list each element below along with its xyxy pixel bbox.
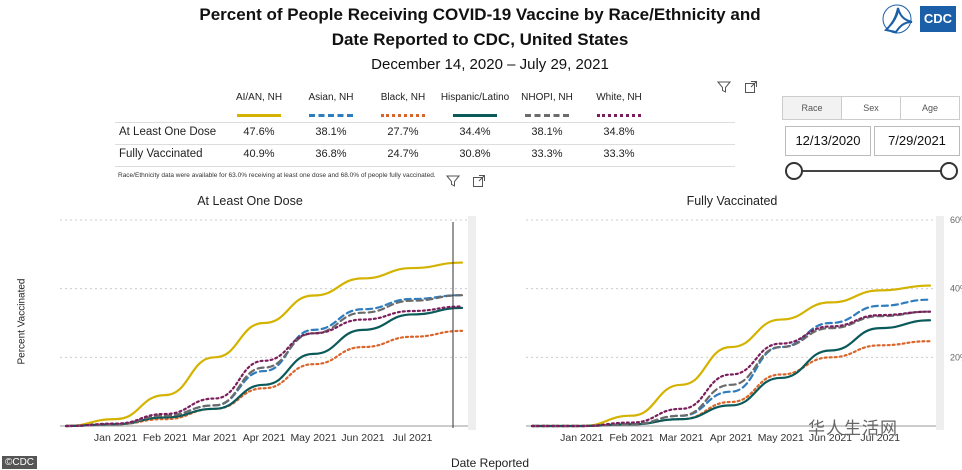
table-cell: 40.9% xyxy=(243,148,275,160)
table-cell: 47.6% xyxy=(243,126,275,138)
x-tick-label: Jun 2021 xyxy=(341,432,384,444)
legend-label: Black, NH xyxy=(380,92,426,103)
table-cell: 33.3% xyxy=(603,148,635,160)
legend-swatch xyxy=(453,114,497,117)
legend-swatch xyxy=(525,114,569,117)
chart-title-dose: At Least One Dose xyxy=(197,194,303,208)
series-line xyxy=(530,319,932,428)
table-row-label: Fully Vaccinated xyxy=(119,148,203,160)
chart-filter-icon[interactable] xyxy=(446,174,460,188)
date-range-subtitle: December 14, 2020 – July 29, 2021 xyxy=(371,56,609,73)
legend-swatch xyxy=(237,114,281,117)
x-tick-label: Jun 2021 xyxy=(809,432,852,444)
tab-race[interactable]: Race xyxy=(783,97,842,119)
chart-focus-mode-icon[interactable] xyxy=(472,174,486,188)
x-tick-label: May 2021 xyxy=(290,432,336,444)
x-tick-label: Feb 2021 xyxy=(609,432,654,444)
table-cell: 34.8% xyxy=(603,126,635,138)
legend-label: AI/AN, NH xyxy=(235,92,283,103)
date-range-slider-track[interactable] xyxy=(794,170,948,172)
table-cell: 38.1% xyxy=(531,126,563,138)
x-tick-label: Mar 2021 xyxy=(659,432,704,444)
chart-title-full: Fully Vaccinated xyxy=(686,194,778,208)
series-line xyxy=(64,329,464,428)
table-row-label: At Least One Dose xyxy=(119,126,217,138)
x-tick-label: Apr 2021 xyxy=(710,432,753,444)
x-axis-label: Date Reported xyxy=(450,456,530,470)
legend-label: Hispanic/Latino xyxy=(440,92,510,103)
hhs-eagle-logo-icon xyxy=(882,4,913,34)
credit-label: ©CDC xyxy=(2,456,38,469)
table-cell: 27.7% xyxy=(387,126,419,138)
legend-label: Asian, NH xyxy=(308,92,354,103)
x-tick-label: Jul 2021 xyxy=(860,432,900,444)
legend-swatch xyxy=(597,114,641,117)
start-date-input[interactable]: 12/13/2020 xyxy=(785,126,871,156)
logo-group: CDC xyxy=(876,2,958,36)
scrollbar xyxy=(468,216,476,430)
summary-table: AI/AN, NH Asian, NH Black, NH Hispanic/Lati… xyxy=(115,88,735,180)
legend-label: White, NH xyxy=(596,92,642,103)
y-tick-label: 20% xyxy=(950,352,962,362)
series-line xyxy=(530,310,932,428)
filter-icon[interactable] xyxy=(717,80,731,94)
table-cell: 24.7% xyxy=(387,148,419,160)
x-tick-label: Feb 2021 xyxy=(143,432,188,444)
date-range-end-handle[interactable] xyxy=(940,162,958,180)
series-line xyxy=(530,298,932,428)
x-tick-label: Apr 2021 xyxy=(243,432,286,444)
y-tick-label: 40% xyxy=(950,284,962,294)
y-tick-label: 60% xyxy=(950,215,962,225)
series-line xyxy=(64,305,464,428)
tab-sex[interactable]: Sex xyxy=(842,97,901,119)
scrollbar xyxy=(936,216,944,430)
focus-mode-icon[interactable] xyxy=(744,80,758,94)
series-line xyxy=(64,261,464,428)
x-tick-label: Jul 2021 xyxy=(393,432,433,444)
legend-swatch xyxy=(309,114,353,117)
page-title: Percent of People Receiving COVID-19 Vac… xyxy=(199,5,761,49)
demographic-tabs: Race Sex Age xyxy=(782,96,960,120)
x-tick-label: Jan 2021 xyxy=(94,432,137,444)
table-cell: 36.8% xyxy=(315,148,347,160)
x-tick-label: May 2021 xyxy=(758,432,804,444)
x-tick-label: Mar 2021 xyxy=(192,432,237,444)
x-tick-label: Jan 2021 xyxy=(560,432,603,444)
date-range-start-handle[interactable] xyxy=(785,162,803,180)
legend-swatch xyxy=(381,114,425,117)
series-line xyxy=(530,284,932,428)
cdc-logo: CDC xyxy=(920,6,956,32)
table-footnote: Race/Ethnicity data were available for 6… xyxy=(118,172,436,179)
table-cell: 38.1% xyxy=(315,126,347,138)
y-axis-label: Percent Vaccinated xyxy=(16,278,28,365)
watermark-text: 华人生活网 xyxy=(808,419,898,438)
tab-age[interactable]: Age xyxy=(901,97,959,119)
legend-label: NHOPI, NH xyxy=(521,92,573,103)
table-cell: 34.4% xyxy=(459,126,491,138)
table-cell: 30.8% xyxy=(459,148,491,160)
end-date-input[interactable]: 7/29/2021 xyxy=(874,126,960,156)
table-cell: 33.3% xyxy=(531,148,563,160)
